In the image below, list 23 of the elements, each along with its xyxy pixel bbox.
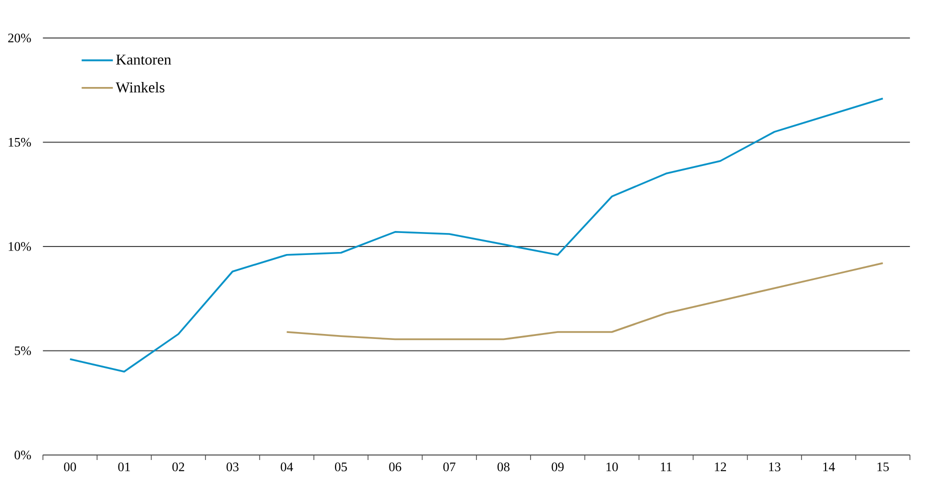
x-tick-label: 14 (823, 462, 835, 472)
x-tick-label: 01 (118, 462, 130, 472)
x-tick-label: 11 (660, 462, 672, 472)
x-tick-label: 00 (64, 462, 76, 472)
x-tick-label: 06 (389, 462, 402, 472)
x-tick-label: 08 (498, 462, 510, 472)
y-tick-label: 10% (8, 242, 31, 251)
y-tick-label: 0% (14, 450, 31, 460)
x-tick-label: 07 (443, 462, 456, 472)
x-tick-label: 13 (769, 462, 780, 472)
x-tick-label: 10 (606, 462, 618, 472)
x-tick-label: 02 (172, 462, 184, 472)
x-tick-label: 05 (334, 462, 347, 472)
legend-label: Kantoren (116, 54, 172, 65)
x-tick-label: 04 (280, 462, 294, 472)
x-tick-label: 09 (552, 462, 564, 472)
x-tick-label: 15 (877, 462, 889, 472)
y-tick-label: 20% (8, 34, 31, 42)
x-tick-label: 03 (226, 462, 239, 472)
x-tick-label: 12 (714, 462, 726, 472)
legend-label: Winkels (116, 82, 164, 93)
y-tick-label: 15% (8, 138, 31, 147)
y-tick-label: 5% (14, 346, 31, 356)
